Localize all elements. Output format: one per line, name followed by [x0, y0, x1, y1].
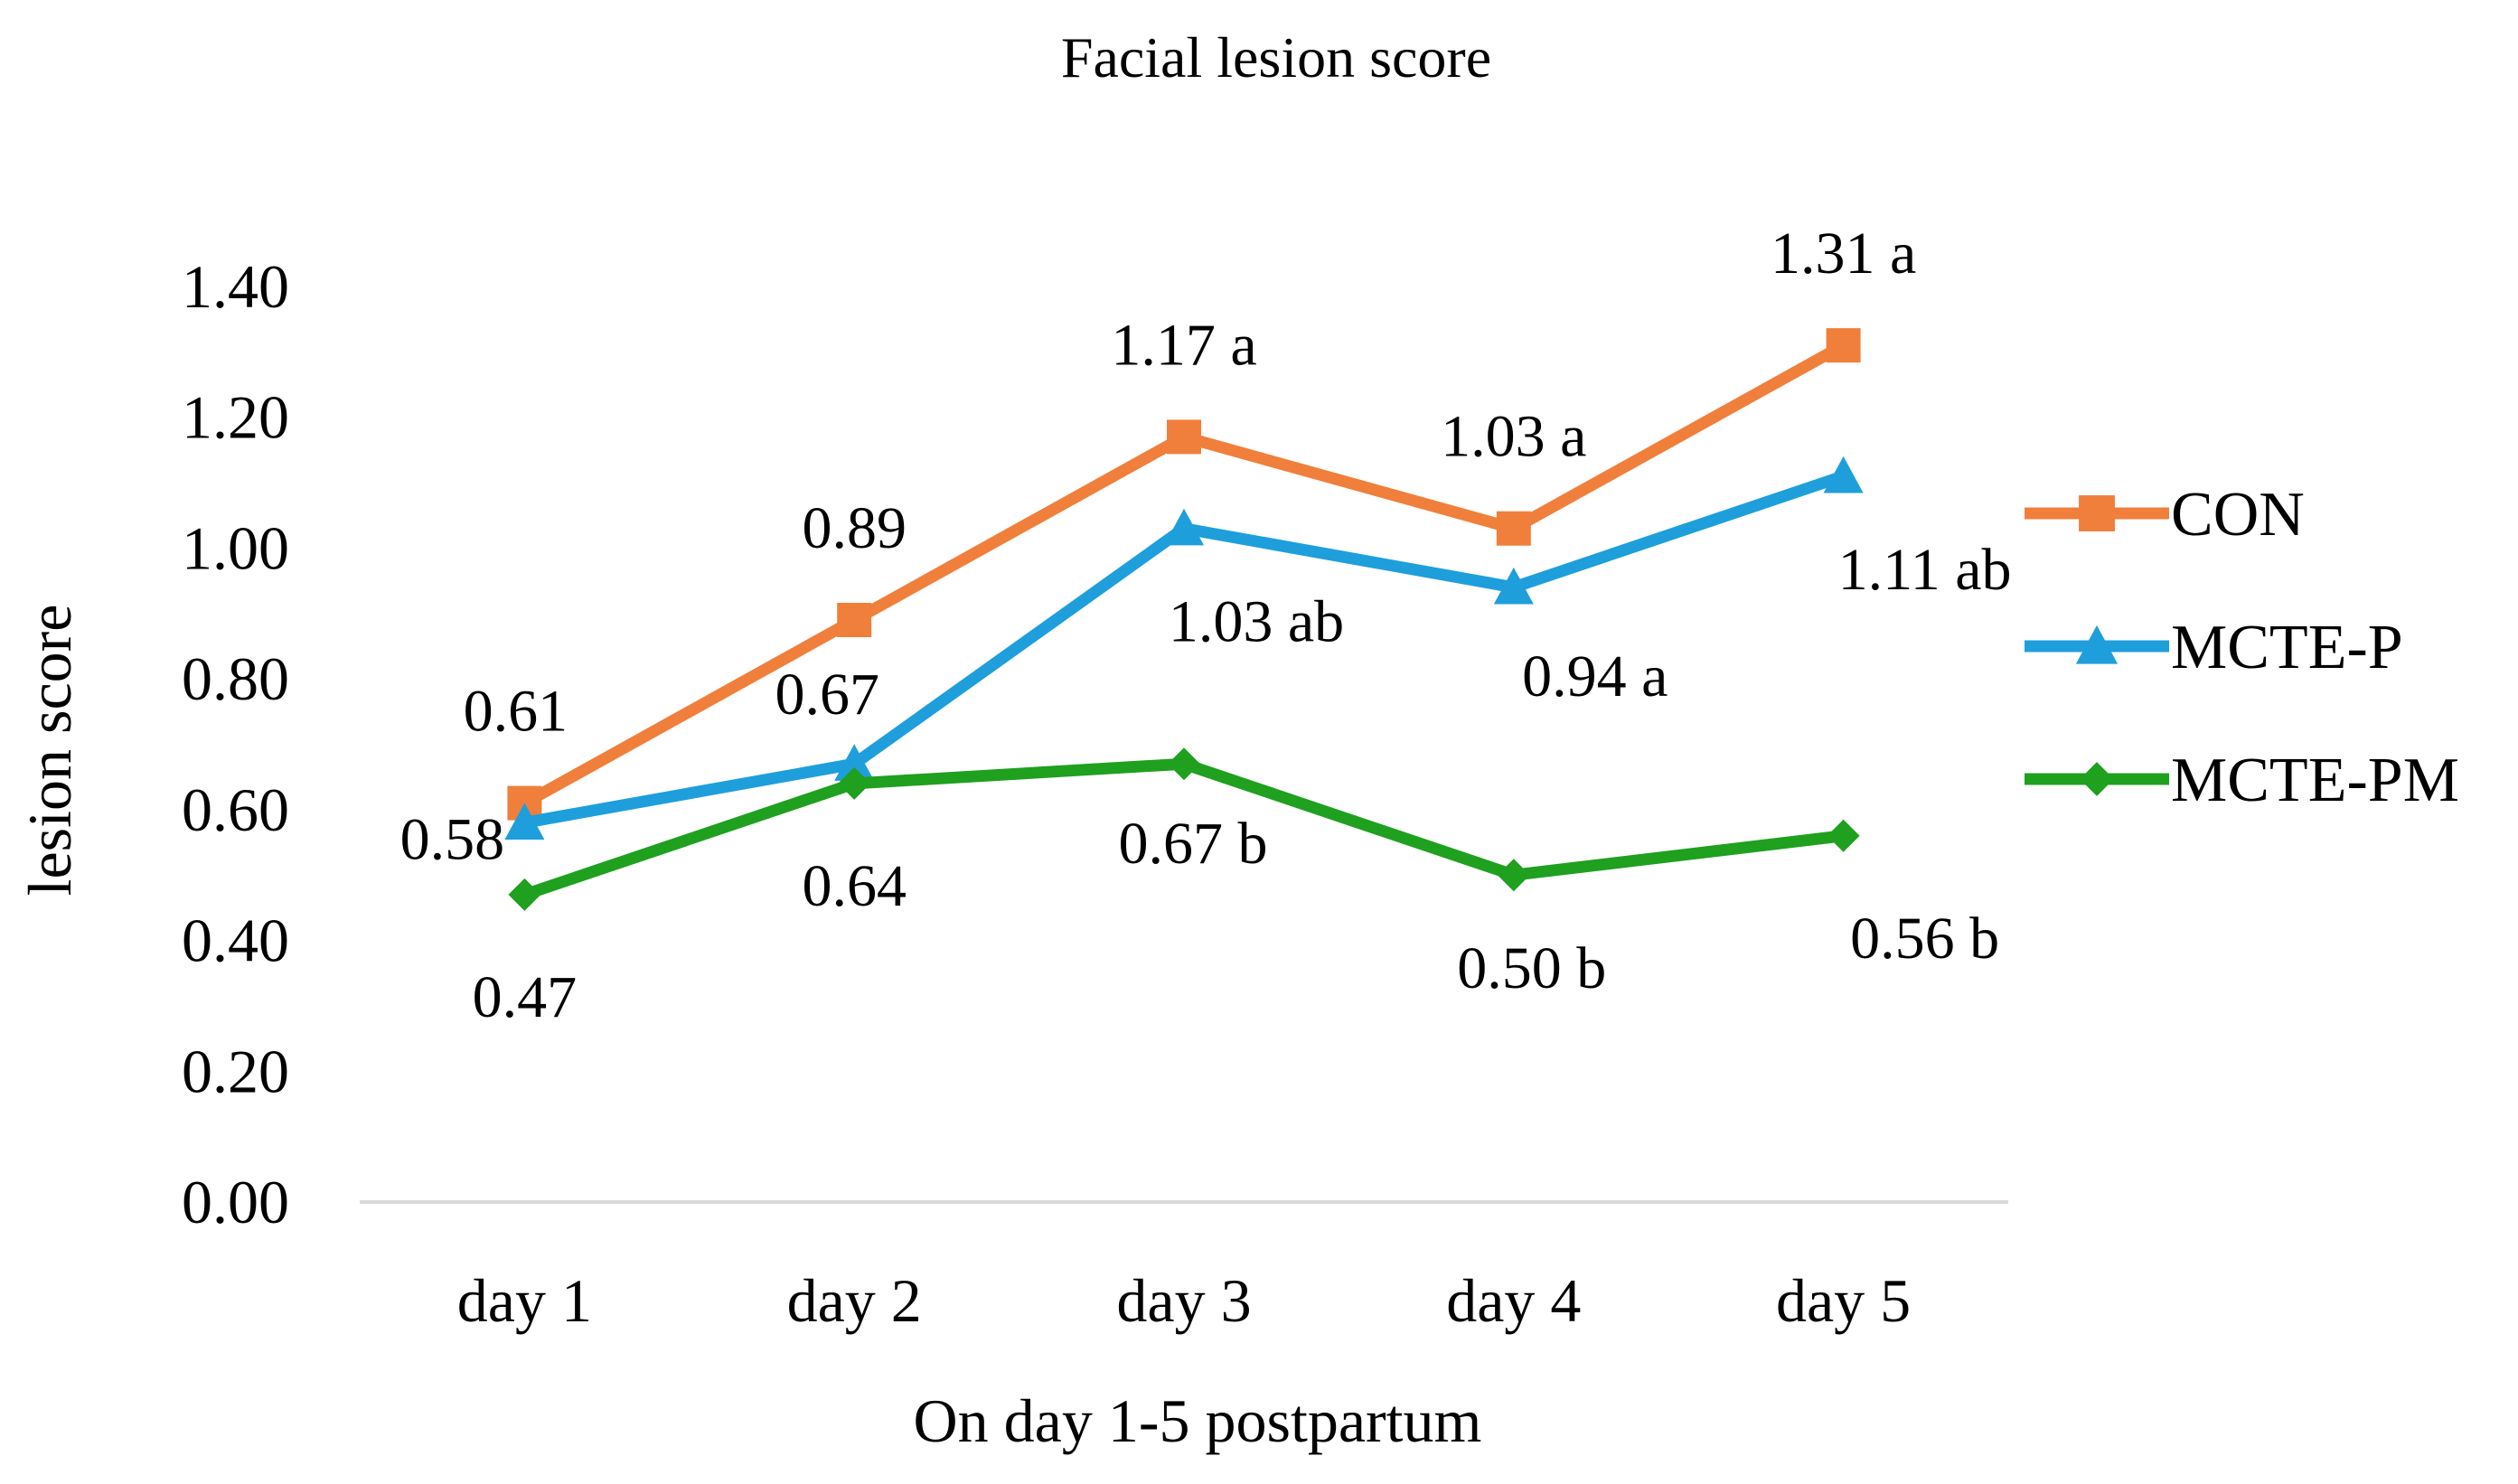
data-point-con	[837, 603, 872, 638]
data-label-mcte-pm: 0.47	[473, 964, 578, 1030]
y-tick-label: 1.00	[182, 513, 289, 582]
y-tick-label: 1.20	[182, 383, 289, 452]
data-point-mcte-p	[504, 803, 545, 841]
data-label-mcte-pm: 0.67 b	[1119, 811, 1268, 877]
x-tick-label: day 5	[1776, 1266, 1911, 1335]
data-point-mcte-pm	[1497, 859, 1530, 892]
data-point-mcte-pm	[1827, 819, 1860, 852]
data-point-con	[1496, 511, 1531, 546]
data-label-con: 1.31 a	[1771, 221, 1916, 286]
series-line-con	[521, 340, 1846, 809]
data-label-con: 0.89	[802, 495, 907, 561]
legend-marker	[2080, 762, 2114, 796]
data-label-con: 1.03 a	[1441, 404, 1586, 470]
x-tick-label: day 4	[1446, 1266, 1581, 1335]
data-label-mcte-p: 0.67	[775, 662, 879, 728]
data-point-mcte-p	[1164, 508, 1204, 546]
y-tick-label: 0.20	[182, 1037, 289, 1105]
data-label-mcte-p: 0.58	[400, 806, 505, 872]
legend-marker	[2079, 495, 2115, 531]
x-tick-label: day 1	[457, 1266, 592, 1335]
legend-label: MCTE-PM	[2171, 746, 2459, 815]
data-label-mcte-p: 1.11 ab	[1838, 537, 2012, 603]
legend-item-con: CON	[2025, 480, 2305, 549]
data-point-mcte-pm	[1168, 747, 1200, 781]
chart-title: Facial lesion score	[1061, 25, 1491, 89]
data-point-mcte-pm	[508, 878, 541, 911]
legend-label: CON	[2171, 480, 2305, 549]
legend-marker	[2075, 625, 2119, 664]
data-point-mcte-p	[834, 744, 875, 781]
y-tick-label: 0.60	[182, 775, 289, 844]
data-label-mcte-pm: 0.56 b	[1850, 906, 1999, 972]
data-label-mcte-pm: 0.64	[802, 853, 907, 919]
legend-item-mcte-p: MCTE-P	[2025, 613, 2403, 682]
data-label-mcte-pm: 0.50 b	[1457, 935, 1606, 1001]
data-label-con: 0.61	[464, 679, 568, 745]
x-tick-label: day 3	[1116, 1266, 1251, 1335]
y-tick-label: 0.00	[182, 1168, 289, 1236]
data-point-mcte-pm	[838, 766, 871, 800]
data-point-mcte-p	[1493, 567, 1534, 605]
y-tick-label: 0.80	[182, 644, 289, 713]
y-axis-title: lesion score	[15, 605, 84, 897]
data-label-con: 1.17 a	[1111, 312, 1256, 378]
legend-item-mcte-pm: MCTE-PM	[2025, 746, 2459, 815]
x-tick-label: day 2	[787, 1266, 922, 1335]
data-point-mcte-p	[1823, 456, 1864, 493]
x-axis-title: On day 1-5 postpartum	[914, 1386, 1482, 1455]
y-tick-label: 0.40	[182, 906, 289, 975]
y-tick-label: 1.40	[182, 252, 289, 321]
data-label-mcte-p: 0.94 a	[1522, 643, 1668, 709]
data-point-con	[1167, 419, 1201, 455]
legend-label: MCTE-P	[2171, 613, 2403, 682]
data-point-con	[1826, 328, 1861, 363]
data-label-mcte-p: 1.03 ab	[1169, 589, 1344, 655]
